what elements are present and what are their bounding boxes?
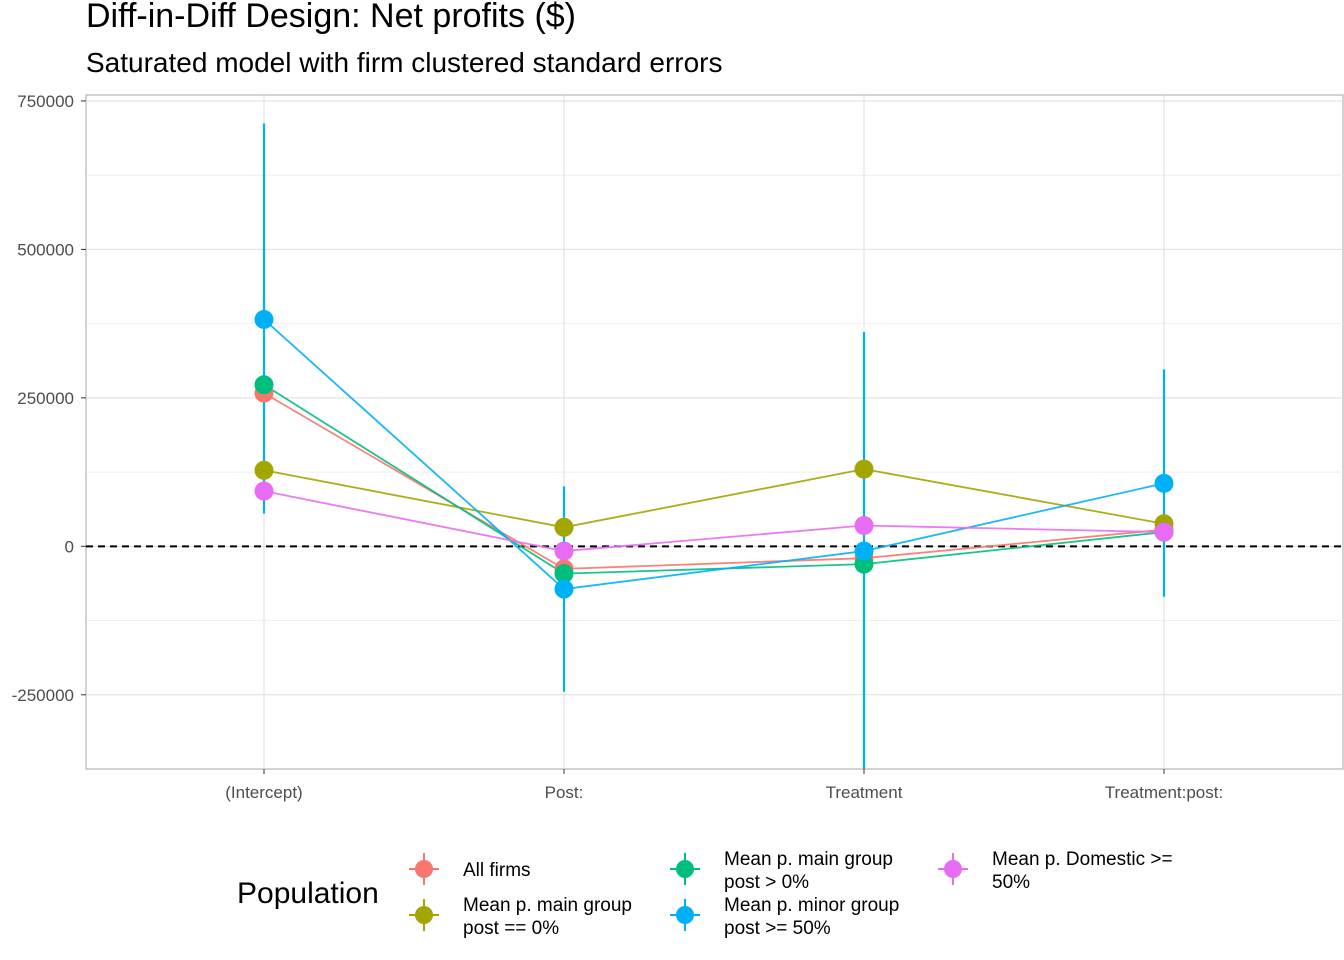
data-point: [854, 541, 874, 561]
data-point: [254, 309, 274, 329]
legend-label-line: Mean p. main group: [463, 895, 632, 916]
data-point: [554, 541, 574, 561]
x-tick-label: (Intercept): [225, 783, 302, 802]
legend-item: Mean p. Domestic >= 50%: [938, 849, 1173, 893]
legend-key-point: [415, 860, 433, 878]
data-point: [1154, 522, 1174, 542]
x-tick-label: Treatment: [826, 783, 903, 802]
legend-label-line: All firms: [463, 860, 531, 881]
y-tick-label: -250000: [12, 686, 74, 705]
legend-label: Mean p. main group post > 0%: [724, 849, 893, 893]
legend-item: All firms: [409, 853, 531, 885]
chart-subtitle: Saturated model with firm clustered stan…: [86, 47, 723, 78]
legend-key-point: [676, 860, 694, 878]
data-point: [554, 564, 574, 584]
legend-label-line: Mean p. Domestic >=: [992, 849, 1173, 870]
data-point: [854, 554, 874, 574]
legend-key-point: [415, 906, 433, 924]
legend-label: Mean p. main group post == 0%: [463, 895, 632, 939]
series-line: [263, 384, 1165, 575]
x-tick-label: Treatment:post:: [1105, 783, 1223, 802]
data-point: [254, 460, 274, 480]
chart-title: Diff-in-Diff Design: Net profits ($): [86, 0, 576, 35]
legend-title: Population: [237, 877, 379, 910]
legend-item: Mean p. main group post > 0%: [670, 849, 893, 893]
legend-label-line: Mean p. main group: [724, 849, 893, 870]
legend-key-point: [944, 860, 962, 878]
y-tick-label: 250000: [17, 389, 74, 408]
legend-label-line: post > 0%: [724, 872, 809, 893]
data-point: [854, 516, 874, 536]
legend-label: All firms: [463, 860, 531, 881]
legend-label-line: Mean p. minor group: [724, 895, 899, 916]
data-point: [254, 375, 274, 395]
y-tick-label: 500000: [17, 240, 74, 259]
plot-panel: [85, 94, 1344, 770]
legend-item: Mean p. minor group post >= 50%: [670, 895, 899, 939]
legend-item: Mean p. main group post == 0%: [409, 895, 632, 939]
legend-key-point: [676, 906, 694, 924]
series-line: [263, 318, 1165, 591]
y-axis-ticks: -250000 0 250000 500000 750000: [12, 92, 86, 705]
series-points: [254, 309, 1174, 599]
data-point: [1154, 473, 1174, 493]
series-lines: [263, 318, 1165, 591]
data-point: [554, 579, 574, 599]
legend-label-line: post == 0%: [463, 918, 559, 939]
series-line: [263, 468, 1165, 529]
y-tick-label: 750000: [17, 92, 74, 111]
data-point: [254, 481, 274, 501]
data-point: [854, 459, 874, 479]
x-tick-label: Post:: [545, 783, 584, 802]
legend-label-line: 50%: [992, 872, 1030, 893]
legend-label: Mean p. minor group post >= 50%: [724, 895, 899, 939]
data-point: [554, 517, 574, 537]
series-line: [263, 490, 1165, 552]
x-axis-ticks: (Intercept) Post: Treatment Treatment:post:: [225, 769, 1223, 802]
legend-label: Mean p. Domestic >= 50%: [992, 849, 1173, 893]
legend-label-line: post >= 50%: [724, 918, 831, 939]
series-line: [263, 392, 1165, 570]
y-tick-label: 0: [65, 537, 74, 556]
